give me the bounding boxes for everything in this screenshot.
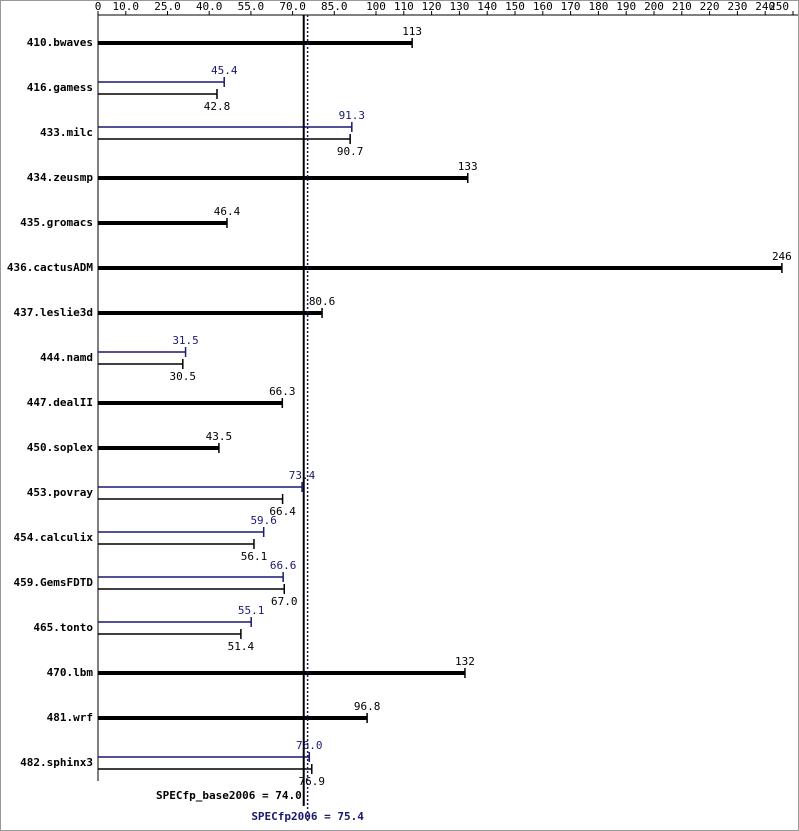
category-label: 436.cactusADM xyxy=(7,261,93,274)
category-label: 470.lbm xyxy=(47,666,94,679)
category-label: 465.tonto xyxy=(33,621,93,634)
value-label: 113 xyxy=(402,25,422,38)
x-tick-label: 85.0 xyxy=(321,0,348,13)
category-label: 416.gamess xyxy=(27,81,93,94)
value-label: 55.1 xyxy=(238,604,265,617)
category-label: 410.bwaves xyxy=(27,36,93,49)
value-label: 59.6 xyxy=(250,514,277,527)
value-label: 31.5 xyxy=(172,334,199,347)
value-label: 132 xyxy=(455,655,475,668)
x-tick-label: 200 xyxy=(644,0,664,13)
category-label: 459.GemsFDTD xyxy=(14,576,94,589)
value-label: 67.0 xyxy=(271,595,298,608)
x-tick-label: 240 xyxy=(755,0,775,13)
value-label: 56.1 xyxy=(241,550,268,563)
x-tick-label: 110 xyxy=(394,0,414,13)
x-tick-label: 55.0 xyxy=(238,0,265,13)
category-label: 453.povray xyxy=(27,486,94,499)
x-tick-label: 170 xyxy=(561,0,581,13)
x-tick-label: 100 xyxy=(366,0,386,13)
category-label: 434.zeusmp xyxy=(27,171,94,184)
value-label: 90.7 xyxy=(337,145,364,158)
x-tick-label: 230 xyxy=(727,0,747,13)
x-tick-label: 180 xyxy=(588,0,608,13)
value-label: 66.3 xyxy=(269,385,296,398)
category-label: 447.dealII xyxy=(27,396,93,409)
category-label: 433.milc xyxy=(40,126,93,139)
value-label: 46.4 xyxy=(214,205,241,218)
value-label: 66.6 xyxy=(270,559,297,572)
category-label: 444.namd xyxy=(40,351,93,364)
x-tick-label: 25.0 xyxy=(154,0,181,13)
category-label: 481.wrf xyxy=(47,711,93,724)
x-tick-label: 150 xyxy=(505,0,525,13)
x-tick-label: 130 xyxy=(449,0,469,13)
value-label: 66.4 xyxy=(269,505,296,518)
x-tick-label: 70.0 xyxy=(279,0,306,13)
reference-label: SPECfp2006 = 75.4 xyxy=(251,810,364,823)
value-label: 45.4 xyxy=(211,64,238,77)
value-label: 76.9 xyxy=(299,775,326,788)
x-tick-label: 190 xyxy=(616,0,636,13)
value-label: 51.4 xyxy=(228,640,255,653)
x-tick-label: 220 xyxy=(700,0,720,13)
value-label: 80.6 xyxy=(309,295,336,308)
x-tick-label: 250 xyxy=(769,0,789,13)
value-label: 42.8 xyxy=(204,100,231,113)
value-label: 91.3 xyxy=(339,109,366,122)
x-tick-label: 10.0 xyxy=(113,0,140,13)
x-tick-label: 160 xyxy=(533,0,553,13)
category-label: 450.soplex xyxy=(27,441,94,454)
category-label: 435.gromacs xyxy=(20,216,93,229)
value-label: 246 xyxy=(772,250,792,263)
value-label: 76.0 xyxy=(296,739,323,752)
x-tick-label: 0 xyxy=(95,0,102,13)
value-label: 96.8 xyxy=(354,700,381,713)
reference-label: SPECfp_base2006 = 74.0 xyxy=(156,789,302,802)
x-tick-label: 120 xyxy=(422,0,442,13)
category-label: 482.sphinx3 xyxy=(20,756,93,769)
value-label: 133 xyxy=(458,160,478,173)
value-label: 73.4 xyxy=(289,469,316,482)
category-label: 437.leslie3d xyxy=(14,306,93,319)
x-tick-label: 140 xyxy=(477,0,497,13)
value-label: 30.5 xyxy=(170,370,197,383)
x-tick-label: 210 xyxy=(672,0,692,13)
value-label: 43.5 xyxy=(206,430,233,443)
category-label: 454.calculix xyxy=(14,531,94,544)
x-tick-label: 40.0 xyxy=(196,0,223,13)
